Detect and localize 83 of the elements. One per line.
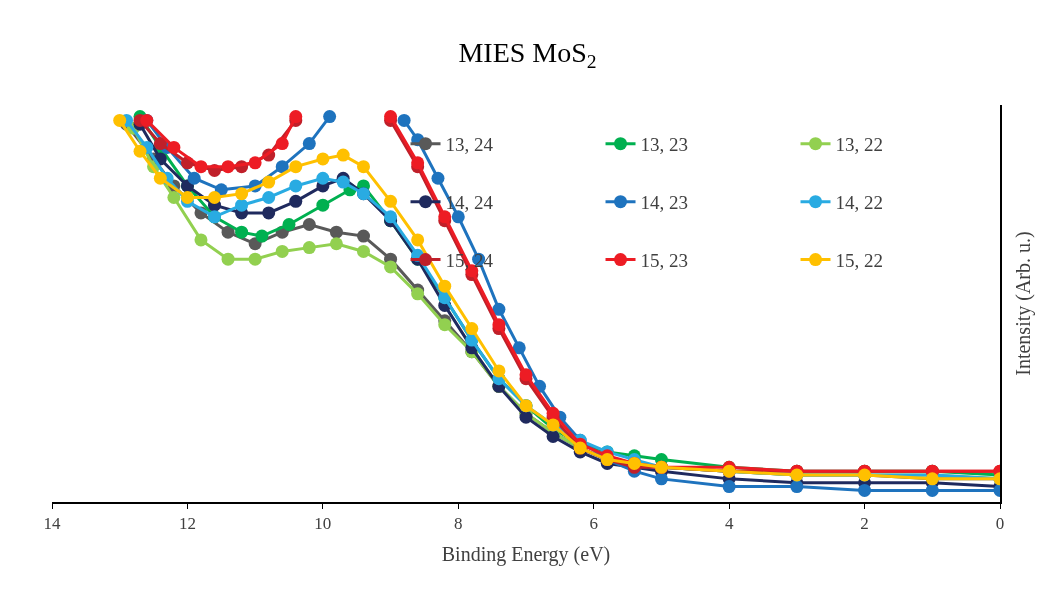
legend-label: 13, 22 [835, 134, 884, 156]
point [282, 217, 296, 231]
x-tick-label: 10 [314, 514, 332, 534]
point [194, 233, 208, 247]
point [194, 160, 208, 174]
point [438, 279, 452, 293]
x-tick-label: 0 [995, 514, 1005, 534]
point [275, 137, 289, 151]
point [316, 198, 330, 212]
point [465, 322, 479, 336]
x-tick-label: 12 [178, 514, 196, 534]
point [302, 137, 316, 151]
point [302, 241, 316, 255]
point [512, 341, 526, 355]
point [248, 156, 262, 170]
point [316, 152, 330, 166]
point [654, 472, 668, 486]
legend-label: 13, 24 [445, 134, 494, 156]
point [133, 144, 147, 158]
point [248, 252, 262, 266]
x-tick-label: 4 [724, 514, 734, 534]
point [519, 368, 533, 382]
point [153, 171, 167, 185]
point [431, 171, 445, 185]
point [357, 244, 370, 258]
point [411, 233, 425, 247]
legend-label: 13, 23 [640, 134, 689, 156]
point [262, 206, 276, 220]
point [492, 318, 506, 332]
point [397, 113, 411, 127]
legend-label: 15, 22 [835, 250, 884, 272]
point [438, 210, 452, 224]
legend-label: 15, 23 [640, 250, 689, 272]
point [357, 229, 370, 243]
point [411, 156, 425, 170]
point [384, 210, 398, 224]
point [384, 194, 398, 208]
legend-label: 14, 22 [835, 192, 884, 214]
point [858, 483, 872, 497]
legend-label: 14, 23 [640, 192, 689, 214]
point [262, 191, 276, 204]
point [235, 198, 249, 212]
point [336, 175, 350, 189]
point [323, 110, 337, 124]
x-tick-label: 2 [860, 514, 869, 534]
point [411, 287, 425, 301]
point [180, 191, 194, 204]
x-tick-label: 14 [43, 514, 61, 534]
y-axis-title: Intensity (Arb. u.) [1011, 231, 1035, 376]
point [208, 191, 222, 204]
point [221, 160, 235, 174]
point [336, 148, 350, 162]
point [255, 229, 269, 243]
point [289, 194, 303, 208]
point [329, 237, 343, 251]
x-tick-label: 8 [454, 514, 463, 534]
point [384, 260, 398, 274]
point [113, 113, 127, 127]
point [357, 160, 370, 174]
point [722, 480, 736, 494]
point [329, 225, 343, 239]
point [302, 217, 316, 231]
point [167, 191, 181, 204]
x-tick-label: 6 [589, 514, 598, 534]
point [235, 225, 249, 239]
point [275, 160, 289, 174]
x-axis-title: Binding Energy (eV) [441, 543, 611, 567]
point [492, 364, 506, 378]
point [187, 171, 201, 185]
point [167, 140, 181, 154]
point [262, 175, 276, 189]
chart-title: MIES MoS$_{2}$ [458, 37, 597, 73]
point [519, 410, 533, 424]
point [221, 225, 235, 239]
point [492, 302, 506, 316]
point [221, 252, 235, 266]
point [289, 179, 303, 193]
point [235, 187, 249, 201]
point [546, 406, 560, 420]
point [275, 244, 289, 258]
point [316, 171, 330, 185]
point [438, 318, 452, 332]
point [289, 160, 303, 174]
